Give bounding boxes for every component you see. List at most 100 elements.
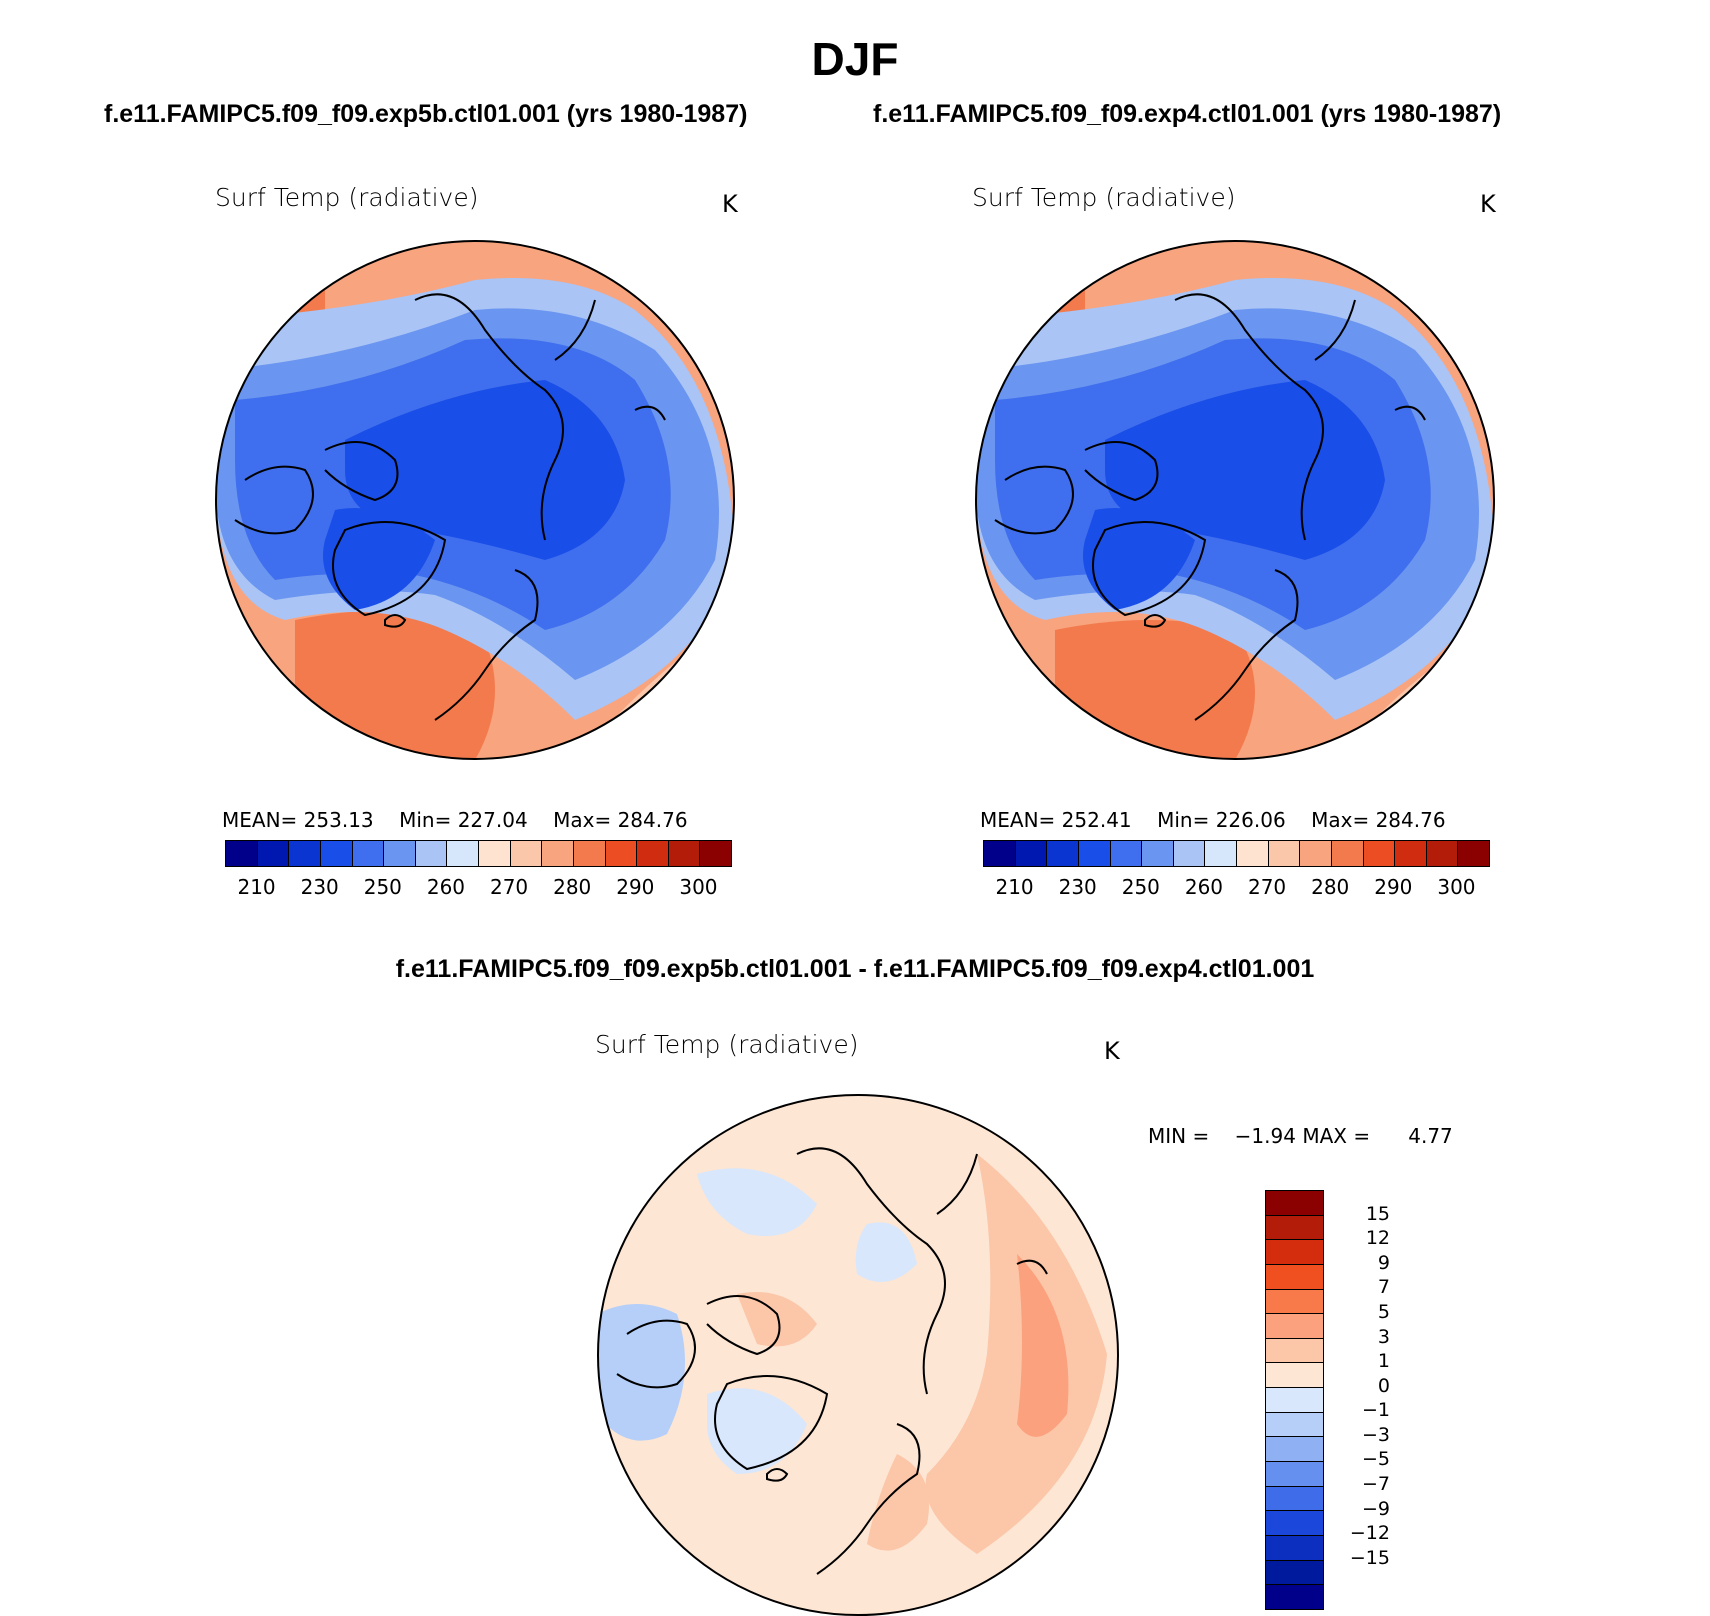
colorbar-tick-label: −15 bbox=[1349, 1546, 1390, 1569]
colorbar-swatch bbox=[1300, 841, 1332, 866]
colorbar-swatch bbox=[1266, 1264, 1323, 1290]
colorbar-tick-label: 260 bbox=[426, 875, 466, 899]
colorbar-tick-label: 0 bbox=[1377, 1374, 1390, 1397]
map-field-greenland bbox=[323, 508, 435, 610]
map-field-warm-atlantic bbox=[295, 610, 495, 759]
right-units-label: K bbox=[1480, 190, 1496, 218]
colorbar-tick-label: 9 bbox=[1377, 1251, 1390, 1274]
colorbar-swatch bbox=[1266, 1240, 1323, 1265]
left-stats: MEAN= 253.13 Min= 227.04 Max= 284.76 bbox=[222, 808, 688, 832]
figure-title: DJF bbox=[811, 33, 899, 85]
right-case-title: f.e11.FAMIPC5.f09_f09.exp4.ctl01.001 (yr… bbox=[873, 100, 1502, 128]
colorbar-swatch bbox=[1237, 841, 1269, 866]
right-mean-label: MEAN= bbox=[980, 808, 1056, 832]
map-field-cold-core bbox=[345, 380, 625, 560]
colorbar-swatch bbox=[668, 841, 701, 866]
colorbar-swatch bbox=[1426, 841, 1459, 866]
colorbar-swatch bbox=[1266, 1338, 1323, 1364]
left-min-label: Min= bbox=[399, 808, 452, 832]
colorbar-swatch bbox=[1266, 1412, 1323, 1438]
colorbar-swatch bbox=[637, 841, 669, 866]
left-colorbar-labels: 210 230 250 260 270 280 290 300 bbox=[225, 875, 730, 899]
left-max-label: Max= bbox=[553, 808, 612, 832]
colorbar-swatch bbox=[700, 841, 731, 866]
right-colorbar bbox=[983, 840, 1490, 867]
right-variable-label: Surf Temp (radiative) bbox=[972, 183, 1236, 212]
right-polar-map bbox=[975, 240, 1495, 760]
right-colorbar-labels: 210 230 250 260 270 280 290 300 bbox=[983, 875, 1488, 899]
diff-field-europe bbox=[867, 1454, 929, 1551]
colorbar-swatch bbox=[1173, 841, 1206, 866]
colorbar-swatch bbox=[352, 841, 385, 866]
colorbar-swatch bbox=[1266, 1535, 1323, 1561]
diff-field-greenland bbox=[707, 1388, 807, 1474]
diff-max-label: MAX = bbox=[1302, 1124, 1371, 1148]
colorbar-tick-label: −3 bbox=[1361, 1423, 1390, 1446]
left-colorbar bbox=[225, 840, 732, 867]
colorbar-tick-label: 270 bbox=[489, 875, 529, 899]
colorbar-swatch bbox=[479, 841, 511, 866]
colorbar-swatch bbox=[1395, 841, 1427, 866]
colorbar-swatch bbox=[510, 841, 543, 866]
diff-min-label: MIN = bbox=[1148, 1124, 1210, 1148]
colorbar-swatch bbox=[289, 841, 321, 866]
colorbar-swatch bbox=[1266, 1388, 1323, 1413]
left-map-outline bbox=[215, 240, 735, 760]
colorbar-tick-label: −9 bbox=[1361, 1497, 1390, 1520]
colorbar-tick-label: 290 bbox=[616, 875, 655, 899]
colorbar-swatch bbox=[1458, 841, 1489, 866]
colorbar-tick-label: 300 bbox=[1437, 875, 1476, 899]
diff-units-label: K bbox=[1104, 1037, 1120, 1065]
colorbar-swatch bbox=[1331, 841, 1364, 866]
colorbar-swatch bbox=[605, 841, 638, 866]
colorbar-swatch bbox=[542, 841, 574, 866]
colorbar-tick-label: 12 bbox=[1365, 1227, 1390, 1250]
diff-field-arctic-patch bbox=[855, 1222, 917, 1282]
colorbar-tick-label: 210 bbox=[995, 875, 1034, 899]
colorbar-swatch bbox=[1015, 841, 1048, 866]
colorbar-swatch bbox=[1266, 1314, 1323, 1339]
right-min-value: 226.06 bbox=[1215, 808, 1286, 832]
colorbar-tick-label: −1 bbox=[1361, 1399, 1390, 1422]
left-mean-value: 253.13 bbox=[303, 808, 374, 832]
colorbar-tick-label: 280 bbox=[553, 875, 592, 899]
diff-coastlines bbox=[616, 1147, 1048, 1575]
left-units-label: K bbox=[722, 190, 738, 218]
colorbar-tick-label: −12 bbox=[1349, 1522, 1390, 1545]
colorbar-tick-label: 210 bbox=[237, 875, 276, 899]
left-mean-label: MEAN= bbox=[222, 808, 298, 832]
diff-colorbar bbox=[1265, 1190, 1324, 1610]
right-map-outline bbox=[975, 240, 1495, 760]
colorbar-tick-label: 280 bbox=[1311, 875, 1350, 899]
colorbar-swatch bbox=[1205, 841, 1237, 866]
right-stats: MEAN= 252.41 Min= 226.06 Max= 284.76 bbox=[980, 808, 1446, 832]
left-coastlines bbox=[234, 293, 666, 721]
colorbar-swatch bbox=[257, 841, 290, 866]
colorbar-tick-label: 3 bbox=[1377, 1325, 1390, 1348]
colorbar-tick-label: 230 bbox=[1058, 875, 1097, 899]
colorbar-swatch bbox=[1363, 841, 1396, 866]
left-variable-label: Surf Temp (radiative) bbox=[215, 183, 479, 212]
diff-field-pacific bbox=[697, 1168, 817, 1236]
colorbar-tick-label: 270 bbox=[1247, 875, 1287, 899]
colorbar-tick-label: 250 bbox=[363, 875, 402, 899]
right-mean-value: 252.41 bbox=[1061, 808, 1132, 832]
colorbar-swatch bbox=[1268, 841, 1301, 866]
colorbar-swatch bbox=[1266, 1511, 1323, 1536]
colorbar-swatch bbox=[1266, 1363, 1323, 1389]
colorbar-swatch bbox=[1078, 841, 1111, 866]
colorbar-tick-label: 1 bbox=[1377, 1350, 1390, 1373]
colorbar-swatch bbox=[1266, 1560, 1323, 1586]
diff-max-value: 4.77 bbox=[1408, 1124, 1453, 1148]
colorbar-tick-label: 7 bbox=[1377, 1276, 1390, 1299]
left-max-value: 284.76 bbox=[617, 808, 688, 832]
colorbar-swatch bbox=[1047, 841, 1079, 866]
diff-minmax: MIN = −1.94 MAX = 4.77 bbox=[1148, 1124, 1453, 1148]
colorbar-tick-label: 290 bbox=[1374, 875, 1413, 899]
diff-field-alaska bbox=[598, 1304, 685, 1441]
colorbar-tick-label: 260 bbox=[1184, 875, 1224, 899]
left-min-value: 227.04 bbox=[457, 808, 528, 832]
right-coastlines bbox=[994, 293, 1426, 721]
left-case-title: f.e11.FAMIPC5.f09_f09.exp5b.ctl01.001 (y… bbox=[104, 100, 748, 128]
colorbar-tick-label: −5 bbox=[1361, 1448, 1390, 1471]
